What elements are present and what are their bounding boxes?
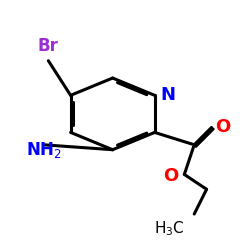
Text: Br: Br [38,36,59,54]
Text: NH$_2$: NH$_2$ [26,140,62,160]
Text: N: N [161,86,176,104]
Text: O: O [163,167,178,185]
Text: H$_3$C: H$_3$C [154,219,184,238]
Text: O: O [215,118,230,136]
